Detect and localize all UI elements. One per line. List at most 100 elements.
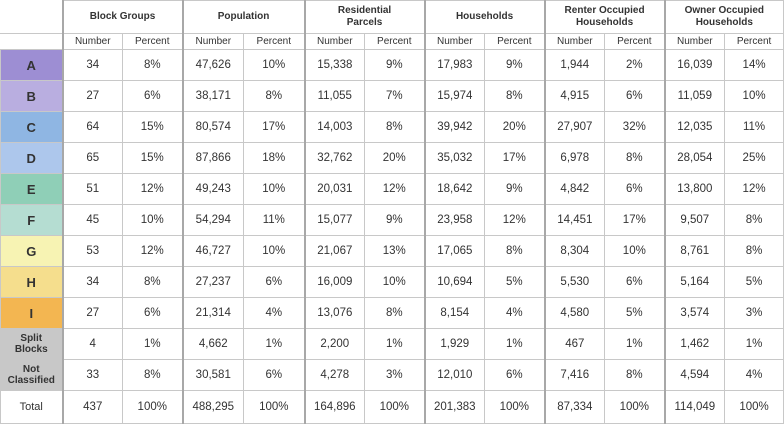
percent-cell: 100% bbox=[121, 390, 184, 424]
number-cell: 6,978 bbox=[543, 142, 606, 174]
table-row: Split Blocks 4 1% 4,662 1% 2,200 1% 1,929 1% 467 1… bbox=[0, 328, 784, 360]
percent-cell: 1% bbox=[364, 328, 426, 360]
number-cell: 23,958 bbox=[423, 204, 486, 236]
number-cell: 49,243 bbox=[181, 173, 245, 205]
percent-cell: 12% bbox=[364, 173, 426, 205]
number-cell: 27,237 bbox=[181, 266, 245, 298]
number-cell: 5,530 bbox=[543, 266, 606, 298]
number-cell: 27 bbox=[61, 297, 123, 329]
percent-cell: 6% bbox=[604, 173, 666, 205]
header-renter-occupied: Renter Occupied Households bbox=[543, 0, 666, 34]
percent-cell: 17% bbox=[604, 204, 666, 236]
number-cell: 4,594 bbox=[663, 359, 726, 391]
number-cell: 14,451 bbox=[543, 204, 606, 236]
table-body: A 34 8% 47,626 10% 15,338 9% 17,983 9% 1,944 2% 16,… bbox=[0, 49, 784, 424]
percent-cell: 6% bbox=[121, 80, 184, 112]
table-row: D 65 15% 87,866 18% 32,762 20% 35,032 17% 6,978 8%… bbox=[0, 142, 784, 174]
percent-cell: 8% bbox=[243, 80, 306, 112]
percent-cell: 100% bbox=[724, 390, 784, 424]
number-cell: 45 bbox=[61, 204, 123, 236]
sub-header-number: Number bbox=[61, 33, 123, 50]
number-cell: 17,065 bbox=[423, 235, 486, 267]
number-cell: 15,077 bbox=[303, 204, 366, 236]
number-cell: 11,055 bbox=[303, 80, 366, 112]
number-cell: 51 bbox=[61, 173, 123, 205]
percent-cell: 9% bbox=[364, 49, 426, 81]
percent-cell: 5% bbox=[724, 266, 784, 298]
corner-sub-cell bbox=[0, 33, 63, 50]
percent-cell: 32% bbox=[604, 111, 666, 143]
percent-cell: 10% bbox=[724, 80, 784, 112]
number-cell: 65 bbox=[61, 142, 123, 174]
number-cell: 467 bbox=[543, 328, 606, 360]
table-row: Not Classified 33 8% 30,581 6% 4,278 3% 12,010 6… bbox=[0, 359, 784, 391]
number-cell: 46,727 bbox=[181, 235, 245, 267]
number-cell: 1,944 bbox=[543, 49, 606, 81]
number-cell: 9,507 bbox=[663, 204, 726, 236]
number-cell: 34 bbox=[61, 266, 123, 298]
percent-cell: 12% bbox=[121, 173, 184, 205]
number-cell: 4,580 bbox=[543, 297, 606, 329]
percent-cell: 100% bbox=[484, 390, 546, 424]
row-label: A bbox=[0, 49, 63, 81]
percent-cell: 1% bbox=[604, 328, 666, 360]
number-cell: 87,866 bbox=[181, 142, 245, 174]
number-cell: 28,054 bbox=[663, 142, 726, 174]
sub-header-number: Number bbox=[663, 33, 726, 50]
number-cell: 64 bbox=[61, 111, 123, 143]
number-cell: 16,009 bbox=[303, 266, 366, 298]
percent-cell: 15% bbox=[121, 111, 184, 143]
sub-header-percent: Percent bbox=[484, 33, 546, 50]
row-label: B bbox=[0, 80, 63, 112]
number-cell: 32,762 bbox=[303, 142, 366, 174]
percent-cell: 9% bbox=[484, 49, 546, 81]
table-row: B 27 6% 38,171 8% 11,055 7% 15,974 8% 4,915 6% 11,0… bbox=[0, 80, 784, 112]
percent-cell: 25% bbox=[724, 142, 784, 174]
number-cell: 15,974 bbox=[423, 80, 486, 112]
number-cell: 21,314 bbox=[181, 297, 245, 329]
percent-cell: 3% bbox=[364, 359, 426, 391]
sub-header-percent: Percent bbox=[243, 33, 306, 50]
row-label: D bbox=[0, 142, 63, 174]
number-cell: 30,581 bbox=[181, 359, 245, 391]
percent-cell: 11% bbox=[724, 111, 784, 143]
sub-header-number: Number bbox=[181, 33, 245, 50]
table-row: A 34 8% 47,626 10% 15,338 9% 17,983 9% 1,944 2% 16,… bbox=[0, 49, 784, 81]
row-label: E bbox=[0, 173, 63, 205]
percent-cell: 1% bbox=[121, 328, 184, 360]
number-cell: 7,416 bbox=[543, 359, 606, 391]
number-cell: 35,032 bbox=[423, 142, 486, 174]
number-cell: 13,800 bbox=[663, 173, 726, 205]
percent-cell: 20% bbox=[484, 111, 546, 143]
percent-cell: 17% bbox=[484, 142, 546, 174]
total-label: Total bbox=[0, 390, 63, 424]
number-cell: 3,574 bbox=[663, 297, 726, 329]
number-cell: 15,338 bbox=[303, 49, 366, 81]
table-row: H 34 8% 27,237 6% 16,009 10% 10,694 5% 5,530 6% 5,1… bbox=[0, 266, 784, 298]
percent-cell: 9% bbox=[484, 173, 546, 205]
percent-cell: 10% bbox=[604, 235, 666, 267]
number-cell: 11,059 bbox=[663, 80, 726, 112]
percent-cell: 10% bbox=[243, 235, 306, 267]
number-cell: 27 bbox=[61, 80, 123, 112]
row-label: G bbox=[0, 235, 63, 267]
header-population: Population bbox=[181, 0, 306, 34]
percent-cell: 1% bbox=[724, 328, 784, 360]
percent-cell: 10% bbox=[364, 266, 426, 298]
number-cell: 4,842 bbox=[543, 173, 606, 205]
percent-cell: 15% bbox=[121, 142, 184, 174]
percent-cell: 8% bbox=[604, 142, 666, 174]
percent-cell: 5% bbox=[604, 297, 666, 329]
number-cell: 80,574 bbox=[181, 111, 245, 143]
percent-cell: 8% bbox=[364, 297, 426, 329]
percent-cell: 1% bbox=[484, 328, 546, 360]
number-cell: 437 bbox=[61, 390, 123, 424]
percent-cell: 12% bbox=[121, 235, 184, 267]
number-cell: 12,010 bbox=[423, 359, 486, 391]
header-owner-occupied: Owner Occupied Households bbox=[663, 0, 784, 34]
percent-cell: 11% bbox=[243, 204, 306, 236]
number-cell: 53 bbox=[61, 235, 123, 267]
total-row: Total 437 100% 488,295 100% 164,896 100% 201,38… bbox=[0, 390, 784, 424]
row-label: H bbox=[0, 266, 63, 298]
